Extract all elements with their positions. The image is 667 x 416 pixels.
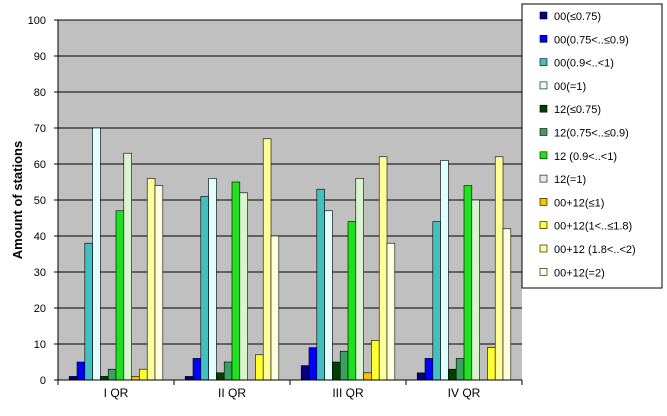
- bar: [107, 368, 117, 381]
- bar: [308, 347, 318, 381]
- legend-swatch: [539, 11, 548, 20]
- bar: [92, 127, 101, 381]
- legend-label: 00+12(=2): [554, 267, 605, 279]
- x-tick-label: I QR: [104, 386, 129, 400]
- bar: [68, 376, 78, 381]
- legend-label: 00(=1): [554, 81, 586, 93]
- bar: [239, 192, 248, 381]
- bar: [347, 221, 357, 381]
- bar: [262, 138, 272, 381]
- bar: [192, 358, 202, 381]
- bar: [324, 210, 333, 381]
- bar: [487, 347, 496, 381]
- y-tick-label: 100: [28, 15, 46, 27]
- bar: [339, 350, 349, 381]
- y-tick-label: 90: [34, 51, 46, 63]
- legend-swatch: [539, 151, 548, 160]
- bar: [154, 185, 164, 381]
- bar: [115, 210, 125, 381]
- bar: [146, 178, 156, 381]
- bar: [416, 372, 426, 381]
- legend-label: 12(0.75<..≤0.9): [554, 128, 629, 140]
- y-tick-label: 60: [34, 159, 46, 171]
- bar: [300, 365, 310, 381]
- legend-label: 12 (0.9<..<1): [554, 151, 617, 163]
- legend-label: 00(≤0.75): [554, 11, 601, 23]
- bars-layer: [68, 127, 512, 381]
- legend-label: 12(=1): [554, 174, 586, 186]
- bar: [76, 361, 86, 381]
- legend-swatch: [539, 104, 548, 113]
- legend: 00(≤0.75) 00(0.75<..≤0.9) 00(0.9<..<1) 00(=…: [521, 3, 663, 289]
- bar: [216, 372, 225, 381]
- bar: [502, 228, 512, 381]
- bar: [386, 242, 396, 381]
- legend-label: 00+12(1<..≤1.8): [554, 221, 632, 233]
- legend-swatch: [539, 58, 548, 66]
- bar: [231, 181, 241, 381]
- legend-label: 00+12 (1.8<..<2): [554, 244, 636, 256]
- legend-label: 12(≤0.75): [554, 104, 601, 116]
- bar: [424, 358, 434, 381]
- bar: [200, 196, 209, 381]
- bar: [448, 368, 457, 381]
- legend-swatch: [539, 267, 548, 276]
- bar: [455, 358, 465, 381]
- bar: [440, 160, 449, 381]
- y-tick-label: 0: [40, 375, 46, 387]
- legend-swatch: [539, 34, 548, 43]
- x-tick-label: II QR: [218, 386, 246, 400]
- bar: [471, 199, 480, 381]
- bar: [208, 178, 217, 381]
- legend-swatch: [539, 81, 548, 90]
- bar: [378, 156, 388, 381]
- bar: [84, 242, 93, 381]
- legend-swatch: [539, 198, 548, 206]
- y-tick-label: 40: [34, 231, 46, 243]
- bar: [371, 340, 380, 381]
- y-axis-title: Amount of stations: [10, 141, 25, 259]
- y-tick-label: 10: [34, 339, 46, 351]
- legend-swatch: [539, 128, 548, 136]
- legend-label: 00(0.9<..<1): [554, 58, 614, 70]
- bar: [255, 354, 264, 381]
- bar: [131, 376, 140, 381]
- grid-layer: [58, 19, 522, 345]
- x-tick-label: III QR: [332, 386, 364, 400]
- y-tick-label: 70: [34, 123, 46, 135]
- y-tick-label: 20: [34, 303, 46, 315]
- y-tick-label: 30: [34, 267, 46, 279]
- bar: [355, 178, 364, 381]
- axes-layer: 0 10 20 30 40 50 60 70 80 90 100 I QR II QR III QR IV …: [28, 15, 523, 400]
- y-tick-label: 50: [34, 195, 46, 207]
- legend-swatch: [539, 244, 548, 253]
- bar: [184, 376, 194, 381]
- legend-box: [521, 3, 663, 289]
- legend-swatch: [539, 221, 548, 229]
- legend-label: 00(0.75<..≤0.9): [554, 34, 629, 46]
- bar: [494, 156, 504, 381]
- bar: [223, 361, 233, 381]
- bar: [363, 372, 372, 381]
- bar: [432, 221, 441, 381]
- bar: [270, 235, 280, 381]
- bar: [123, 152, 132, 381]
- bar: [463, 185, 473, 381]
- bar: [332, 361, 341, 381]
- bar: [139, 368, 148, 381]
- bar: [100, 376, 109, 381]
- legend-swatch: [539, 174, 548, 183]
- y-tick-label: 80: [34, 87, 46, 99]
- legend-label: 00+12(≤1): [554, 197, 604, 209]
- x-tick-label: IV QR: [448, 386, 481, 400]
- bar: [316, 188, 325, 381]
